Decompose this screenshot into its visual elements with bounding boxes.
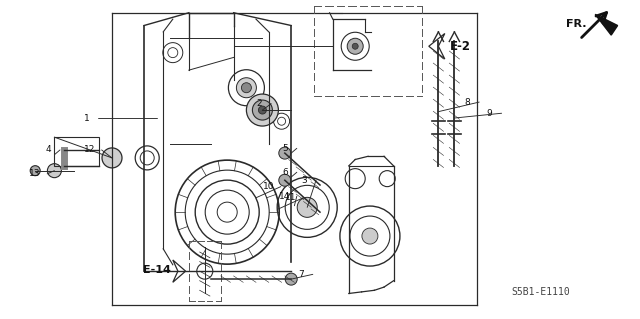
Circle shape <box>246 94 278 126</box>
Text: 12: 12 <box>84 145 95 154</box>
Circle shape <box>241 83 252 93</box>
Bar <box>54 137 99 166</box>
Text: 2: 2 <box>257 99 262 108</box>
Circle shape <box>285 273 297 285</box>
Circle shape <box>279 147 291 159</box>
Circle shape <box>47 164 61 178</box>
Circle shape <box>348 38 364 54</box>
Text: E-2: E-2 <box>451 40 471 53</box>
Text: 14: 14 <box>279 192 291 201</box>
Circle shape <box>297 197 317 217</box>
Circle shape <box>279 174 291 186</box>
Text: 10: 10 <box>263 182 275 191</box>
Text: FR.: FR. <box>566 19 587 29</box>
Text: 3: 3 <box>301 176 307 185</box>
Circle shape <box>236 78 257 98</box>
Circle shape <box>362 228 378 244</box>
Circle shape <box>259 106 266 114</box>
Text: 8: 8 <box>465 98 470 107</box>
Text: 1: 1 <box>84 114 89 122</box>
Polygon shape <box>595 14 618 35</box>
Text: 11: 11 <box>285 193 297 202</box>
Circle shape <box>252 100 273 120</box>
Text: 9: 9 <box>487 109 492 118</box>
Text: S5B1-E1110: S5B1-E1110 <box>511 287 570 297</box>
Text: 7: 7 <box>298 270 303 279</box>
Text: 13: 13 <box>29 169 41 178</box>
Text: 6: 6 <box>282 168 287 177</box>
Circle shape <box>30 166 40 176</box>
Text: E-14: E-14 <box>143 264 171 275</box>
Circle shape <box>352 43 358 49</box>
Text: 5: 5 <box>282 144 287 153</box>
Text: 4: 4 <box>45 145 51 154</box>
Circle shape <box>102 148 122 168</box>
